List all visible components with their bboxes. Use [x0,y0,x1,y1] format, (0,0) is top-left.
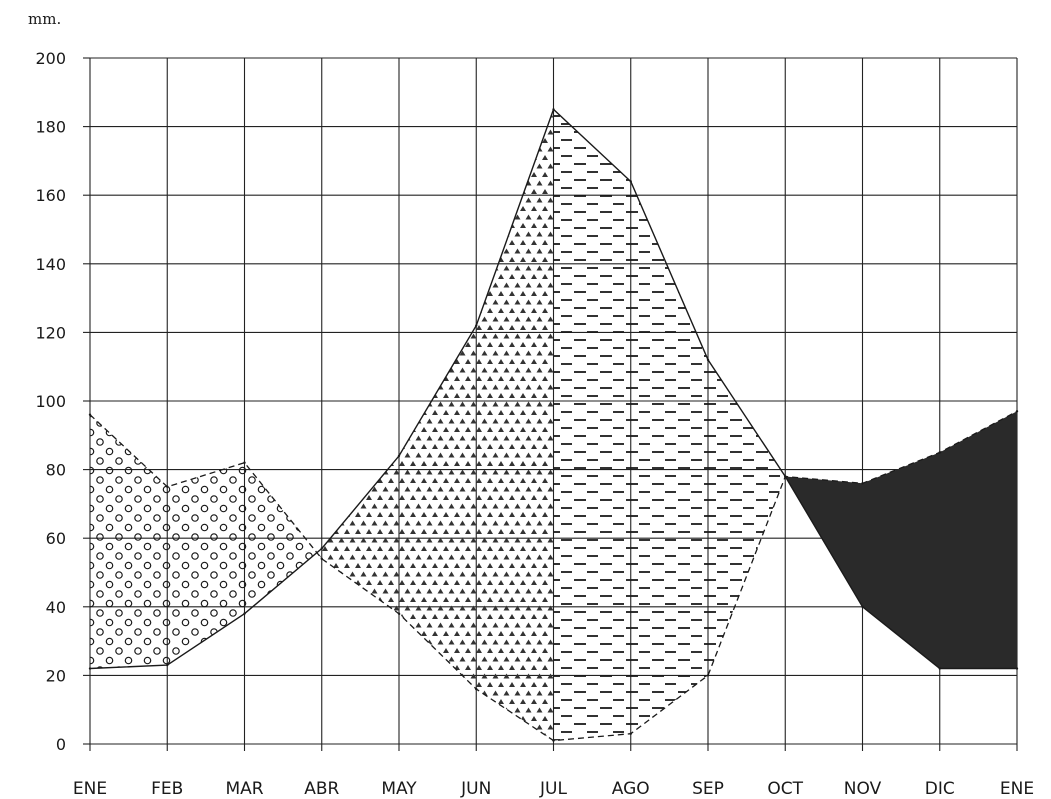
series-dashed-point [629,732,632,735]
x-tick-label: ENE [1000,779,1034,799]
x-tick-label: DIC [925,779,955,799]
series-solid-point [397,454,401,458]
x-tick-label: MAR [225,779,263,799]
y-tick-label: 200 [35,49,66,68]
y-tick-label: 180 [35,118,66,137]
y-tick-label: 0 [56,735,66,754]
series-solid-point [706,358,710,362]
area-region-2 [316,109,554,741]
series-dashed-point [475,687,478,691]
series-dashed-point [320,557,323,560]
x-tick-label: ENE [73,779,107,799]
series-dashed-point [166,485,169,488]
series-dashed-point [938,451,941,454]
x-tick-label: NOV [844,779,882,799]
series-solid-point [552,108,555,111]
series-dashed-point [88,413,92,416]
area-region-4 [785,411,1017,669]
x-tick-label: ABR [304,779,339,799]
series-dashed-point [861,482,864,485]
series-solid-point [320,547,323,550]
y-tick-label: 160 [35,186,66,205]
series-solid-point [243,612,246,615]
series-solid-point [629,180,632,183]
area-region-1 [90,414,317,669]
y-tick-label: 100 [35,392,66,411]
series-dashed-point [243,461,246,464]
series-solid-point [475,324,478,327]
y-tick-label: 80 [46,461,66,480]
y-tick-label: 60 [46,529,66,548]
series-dashed-point [784,475,787,478]
y-tick-label: 140 [35,255,66,274]
series-solid-point [938,667,941,670]
x-tick-label: SEP [692,779,724,799]
series-solid-point [1015,667,1019,670]
y-tick-label: 20 [46,666,66,685]
series-dashed-point [397,612,401,615]
area-region-3 [553,109,786,741]
x-tick-label: MAY [381,779,417,799]
series-dashed-point [552,739,555,742]
x-tick-label: JUN [460,779,491,799]
series-solid-point [88,667,92,670]
series-dashed-point [1015,410,1019,413]
x-tick-label: FEB [151,779,183,799]
series-solid-point [861,605,864,608]
x-tick-label: OCT [767,779,803,799]
y-tick-label: 40 [46,598,66,617]
series-solid-point [166,663,169,667]
y-axis-unit-label: mm. [28,10,61,28]
y-tick-label: 120 [35,323,66,342]
series-dashed-point [706,674,710,677]
x-tick-label: AGO [612,779,650,799]
x-tick-label: JUL [539,779,567,799]
